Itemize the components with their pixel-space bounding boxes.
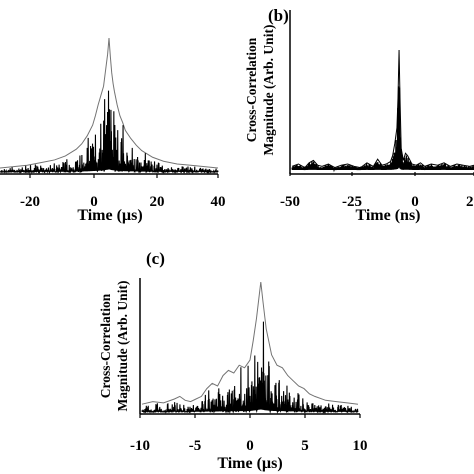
- panel-c-x-tick-label: -10: [130, 438, 150, 454]
- panel-b-x-tick-label: 0: [411, 194, 419, 210]
- panel-c-envelope: [141, 281, 359, 405]
- panel-b-envelope: [291, 49, 474, 169]
- panel-c-x-tick-label: 5: [301, 438, 309, 454]
- panel-c-y-axis-title-line1: Cross-Correlation: [98, 293, 113, 398]
- panel-a: -20 0 20 40 Time (µs): [0, 37, 226, 224]
- panel-b-x-axis-title: Time (ns): [355, 207, 420, 224]
- panel-a-trace: [0, 90, 219, 174]
- panel-b-y-axis-title-line1: Cross-Correlation: [244, 37, 259, 142]
- panel-a-x-tick-label: 0: [90, 194, 98, 210]
- panel-c-tag: (c): [146, 249, 165, 268]
- panel-b: (b) Cross-Correlation Magnitude (Arb. Un…: [244, 6, 474, 224]
- panel-c-x-axis-title: Time (µs): [217, 455, 282, 472]
- panel-c-x-tick-label: 0: [246, 438, 254, 454]
- panel-b-tag: (b): [268, 6, 289, 25]
- panel-a-x-tick-label: 20: [150, 194, 165, 210]
- panel-c-x-tick-label: 10: [353, 438, 368, 454]
- panel-c-trace: [141, 321, 359, 414]
- panel-a-x-axis-title: Time (µs): [77, 207, 142, 224]
- panel-a-x-tick-label: 40: [211, 194, 226, 210]
- panel-b-x-tick-label: 2: [466, 194, 474, 210]
- panel-c-x-ticks: -10 -5 0 5 10: [130, 414, 368, 454]
- panel-a-x-tick-label: -20: [20, 194, 40, 210]
- panel-c-y-axis-title-line2: Magnitude (Arb. Unit): [115, 281, 130, 412]
- panel-b-plot-area: [291, 49, 474, 173]
- panel-a-plot-area: [0, 37, 219, 174]
- panel-c: (c) Cross-Correlation Magnitude (Arb. Un…: [98, 249, 368, 472]
- panel-a-x-ticks: -20 0 20 40: [20, 174, 226, 210]
- panel-b-trace: [291, 86, 474, 173]
- panel-a-envelope: [0, 37, 219, 169]
- panel-b-x-tick-label: -50: [280, 194, 300, 210]
- panel-c-plot-area: [141, 281, 359, 414]
- panel-c-x-tick-label: -5: [189, 438, 202, 454]
- panel-b-x-ticks: -50 -25 0 2: [280, 172, 474, 210]
- panel-b-x-tick-label: -25: [342, 194, 362, 210]
- panel-b-y-axis-title-line2: Magnitude (Arb. Unit): [261, 25, 276, 156]
